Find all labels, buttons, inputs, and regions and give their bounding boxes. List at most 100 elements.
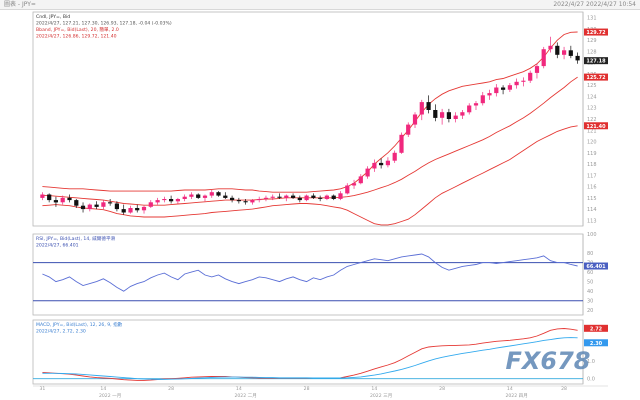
price-tick-label: 117 [587,173,597,179]
fx678-watermark: FX678 [506,347,591,375]
rsi-tick-label: 30 [587,299,593,305]
candle-body [528,72,533,81]
price-tick-label: 125 [587,83,597,89]
x-tick-label: 28 [561,386,567,392]
macd-tick-label: 0.0 [587,377,595,383]
candle-body [555,45,560,55]
macd-legend-line: 2022/4/27, 2.72, 2.30 [36,329,86,335]
macd-tick-label: 1.0 [587,359,595,365]
candle-body [209,192,214,196]
candle-body [223,195,228,198]
rsi-tick-label: 40 [587,289,593,295]
candle-body [135,208,140,211]
candle-body [74,200,79,206]
x-month-label: 2022 三月 [370,393,392,399]
candle-body [534,66,540,73]
candle-body [263,197,269,199]
candle-body [236,200,241,202]
candle-body [507,85,512,90]
bband-lower-line [42,125,578,226]
candle-body [80,205,86,210]
candle-body [291,195,296,198]
candle-body [277,196,282,198]
price-tag-label: 121.40 [586,124,606,130]
macd-signal-line [42,337,578,380]
candle-body [501,87,506,90]
candle-body [175,199,180,202]
price-tick-label: 129 [587,38,597,44]
panel1-legend-line: 2022/4/27, 126.86, 129.72, 121.40 [36,34,117,40]
price-tick-label: 131 [587,16,597,22]
candle-body [60,197,65,203]
x-tick-label: 14 [371,386,377,392]
rsi-tag-label: 66.401 [586,264,606,270]
macd-tag-bg [584,324,608,332]
candle-body [331,195,336,199]
price-tag-bg [584,57,608,65]
price-tag-label: 125.72 [586,75,606,81]
candle-body [365,168,370,177]
x-tick-label: 14 [100,386,106,392]
candle-body [467,105,472,113]
candle-body [433,110,438,118]
candle-body [568,50,573,56]
macd-tag-label: 2.72 [590,326,603,332]
candle-body [47,194,52,201]
candle-body [297,197,302,201]
price-tick-label: 128 [587,49,597,55]
candle-body [94,204,99,207]
panel-frame-2 [32,233,584,316]
candle-body [494,87,499,94]
candle-body [473,103,479,106]
x-month-label: 2022 一月 [99,393,121,399]
candle-body [440,112,445,118]
candle-body [128,208,133,213]
candle-body [216,192,221,196]
price-tick-label: 116 [587,185,597,191]
price-tick-label: 114 [587,207,597,213]
candle-body [419,102,424,115]
title-left: 圖表 - JPY= [4,1,36,8]
candle-body [40,194,45,198]
candle-body [351,183,357,186]
candle-body [311,195,316,198]
x-tick-label: 28 [168,386,174,392]
x-tick-label: 14 [236,386,242,392]
candle-body [412,114,418,125]
candle-body [345,185,350,194]
candle-body [284,195,289,198]
candle-body [101,202,106,207]
price-tag-label: 127.18 [586,59,606,65]
price-tick-label: 115 [587,196,597,202]
x-month-label: 2022 四月 [505,393,527,399]
candle-body [487,93,492,96]
candle-body [141,206,147,211]
candle-body [562,50,567,55]
candle-body [189,194,194,197]
price-tick-label: 123 [587,106,597,112]
panel-frame-3 [32,319,584,385]
rsi-legend-line: RSI, JPY=, Bid(Last), 14, 威爾德平滑 [36,235,116,242]
bband-upper-line [42,31,578,193]
x-tick-label: 31 [39,386,45,392]
candle-body [121,209,126,213]
price-tick-label: 124 [587,94,597,100]
candle-body [324,195,329,199]
candle-body [67,197,72,201]
candle-body [162,199,167,201]
candle-body [460,112,465,116]
macd-tag-bg [584,339,608,347]
price-tick-label: 120 [587,140,597,146]
price-tick-label: 113 [587,218,597,224]
x-tick-label: 14 [507,386,513,392]
candle-body [514,81,519,86]
price-tick-label: 119 [587,151,597,157]
x-month-label: 2022 二月 [234,393,256,399]
rsi-tick-label: 20 [587,308,593,314]
candle-body [480,95,485,104]
panel-frame-1 [32,11,584,227]
price-tag-bg [584,122,608,130]
candle-body [548,45,553,50]
